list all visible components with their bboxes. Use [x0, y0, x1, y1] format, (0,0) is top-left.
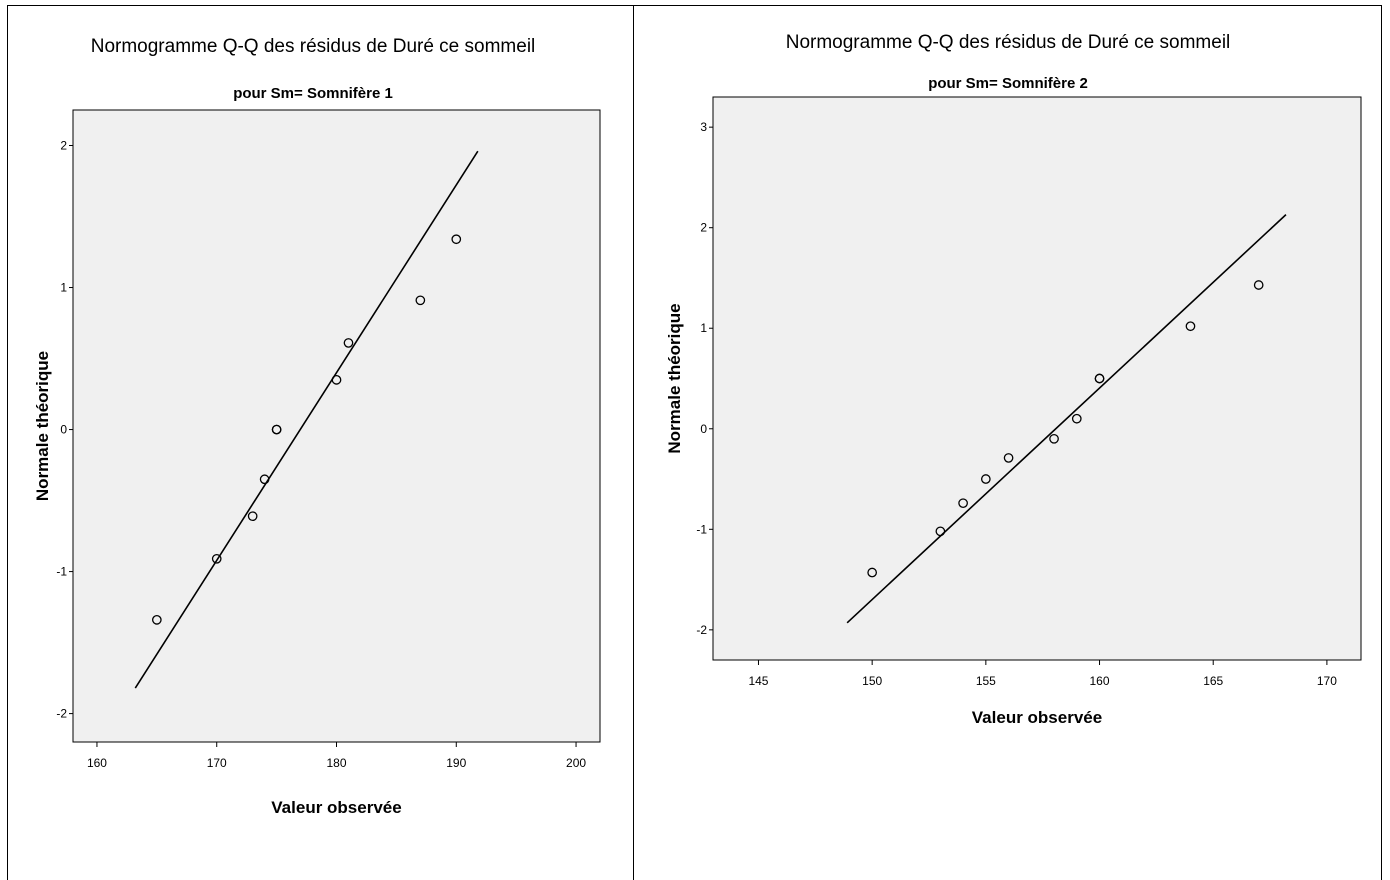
data-point [1071, 413, 1082, 424]
y-tick-label: 1 [700, 321, 707, 335]
chart-title: Normogramme Q-Q des résidus de Duré ce s… [91, 36, 536, 57]
outer-frame [7, 5, 1382, 880]
reference-line [134, 150, 479, 689]
plot-area [72, 109, 601, 743]
data-point [980, 474, 991, 484]
data-point [259, 474, 270, 485]
data-point [343, 338, 354, 348]
qq-plot-somnifere-1: Normogramme Q-Q des résidus de Duré ce s… [33, 36, 601, 817]
data-point [867, 567, 878, 578]
y-tick-label: -2 [56, 707, 67, 721]
data-point [1003, 453, 1014, 463]
data-point [958, 498, 968, 509]
y-tick-label: -2 [696, 623, 707, 637]
y-tick-label: 3 [700, 120, 707, 134]
data-point [1049, 433, 1059, 444]
x-tick-label: 155 [976, 674, 996, 688]
panel-divider [633, 5, 634, 880]
data-point [1094, 373, 1105, 384]
qq-plot-somnifere-2: Normogramme Q-Q des résidus de Duré ce s… [665, 32, 1362, 727]
data-point [1185, 321, 1196, 332]
y-tick-label: 0 [700, 422, 707, 436]
y-axis-label: Normale théorique [33, 351, 52, 501]
x-tick-label: 160 [87, 756, 107, 770]
y-tick-label: 2 [700, 221, 707, 235]
chart-title: Normogramme Q-Q des résidus de Duré ce s… [786, 32, 1231, 53]
x-tick-label: 165 [1203, 674, 1223, 688]
reference-line [846, 214, 1287, 624]
data-point [271, 424, 282, 435]
data-point [331, 374, 342, 385]
data-point [211, 553, 222, 564]
x-tick-label: 145 [748, 674, 768, 688]
x-tick-label: 170 [1317, 674, 1337, 688]
y-tick-label: -1 [696, 522, 707, 536]
x-tick-label: 170 [207, 756, 227, 770]
y-tick-label: 0 [60, 423, 67, 437]
data-point [415, 295, 426, 306]
x-tick-label: 200 [566, 756, 586, 770]
plot-area [712, 96, 1362, 661]
y-tick-label: 2 [60, 139, 67, 153]
data-point [247, 511, 258, 522]
data-point [935, 526, 946, 537]
y-tick-label: -1 [56, 565, 67, 579]
x-axis-label: Valeur observée [271, 798, 401, 817]
x-tick-label: 190 [446, 756, 466, 770]
x-tick-label: 160 [1090, 674, 1110, 688]
x-axis-label: Valeur observée [972, 708, 1102, 727]
chart-subtitle: pour Sm= Somnifère 1 [233, 85, 393, 102]
chart-subtitle: pour Sm= Somnifère 2 [928, 75, 1088, 92]
x-tick-label: 150 [862, 674, 882, 688]
data-point [151, 615, 162, 625]
x-tick-label: 180 [326, 756, 346, 770]
y-axis-label: Normale théorique [665, 303, 684, 453]
data-point [1253, 280, 1264, 290]
y-tick-label: 1 [60, 281, 67, 295]
data-point [451, 234, 462, 245]
